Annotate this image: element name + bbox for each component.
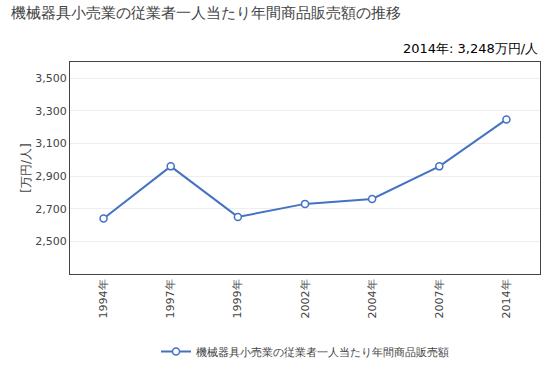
svg-text:1994年: 1994年 [97,279,110,318]
svg-text:2002年: 2002年 [299,279,312,318]
svg-text:3,500: 3,500 [35,72,67,85]
svg-text:[万円/人]: [万円/人] [19,143,33,192]
svg-text:2,500: 2,500 [35,235,67,248]
svg-text:2004年: 2004年 [366,279,379,318]
svg-text:2014年: 2014年 [500,279,513,318]
svg-text:2014年: 3,248万円/人: 2014年: 3,248万円/人 [403,41,538,56]
svg-text:2,700: 2,700 [35,203,67,216]
svg-text:1999年: 1999年 [231,279,244,318]
svg-text:2007年: 2007年 [433,279,446,318]
svg-text:機械器具小売業の従業者一人当たり年間商品販売額: 機械器具小売業の従業者一人当たり年間商品販売額 [196,346,449,359]
svg-text:1997年: 1997年 [164,279,177,318]
svg-text:2,900: 2,900 [35,170,67,183]
svg-text:3,300: 3,300 [35,105,67,118]
svg-text:機械器具小売業の従業者一人当たり年間商品販売額の推移: 機械器具小売業の従業者一人当たり年間商品販売額の推移 [11,4,401,22]
svg-text:3,100: 3,100 [35,137,67,150]
